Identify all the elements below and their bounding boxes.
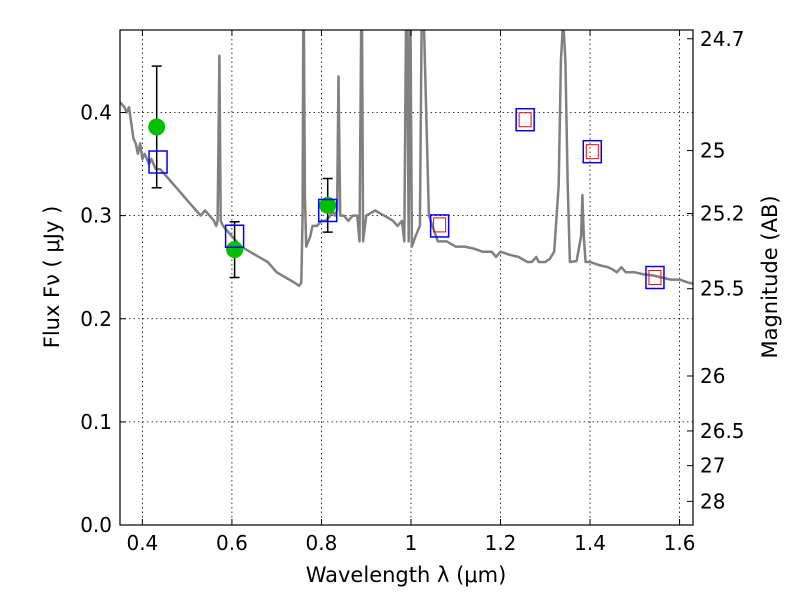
y-axis-title: Flux Fν ( μJy ) (40, 206, 64, 349)
y2-tick-label: 25.2 (700, 202, 745, 226)
y2-axis-title: Magnitude (AB) (758, 195, 782, 358)
y-tick-label: 0.3 (80, 204, 112, 228)
y2-tick-label: 26 (700, 364, 725, 388)
x-tick-label: 1.6 (664, 531, 696, 555)
y2-tick-label: 24.7 (700, 27, 745, 51)
y-tick-label: 0.2 (80, 307, 112, 331)
model-photometry-point (148, 150, 168, 174)
y2-tick-label: 25 (700, 139, 725, 163)
model-photometry-point (317, 198, 338, 223)
x-axis-title: Wavelength λ (μm) (306, 563, 507, 587)
y2-tick-label: 26.5 (700, 419, 745, 443)
observed-point (319, 196, 337, 214)
y2-tick-label: 27 (700, 454, 725, 478)
x-tick-label: 0.4 (126, 531, 158, 555)
plot-frame (119, 29, 694, 526)
upper-limit-point (585, 144, 599, 160)
x-tick-label: 0.8 (306, 531, 338, 555)
observed-point (226, 241, 244, 259)
x-tick-label: 1 (405, 531, 418, 555)
y-tick-label: 0.1 (80, 410, 112, 434)
x-tick-label: 1.2 (485, 531, 517, 555)
x-tick-label: 1.4 (574, 531, 606, 555)
y2-tick-label: 25.5 (700, 277, 745, 301)
tick-marks (120, 30, 693, 526)
model-photometry-point (645, 265, 665, 290)
tick-labels: 0.4 0.6 0.8 1 1.2 1.4 1.6 0.0 0.1 0.2 0.3 0.4 24.7 25… (80, 27, 744, 555)
model-photometry-point (429, 214, 450, 238)
y-tick-label: 0.4 (80, 101, 112, 125)
sed-model-line (120, 30, 693, 288)
upper-limit-point (648, 270, 662, 285)
upper-limit-point (518, 112, 532, 128)
x-tick-label: 0.6 (216, 531, 248, 555)
upper-limit-point (433, 217, 447, 233)
model-photometry-point (224, 224, 245, 248)
model-photometry-point (582, 139, 603, 164)
model-photometry-point (515, 107, 535, 132)
y-tick-label: 0.0 (80, 513, 112, 537)
data-layer (120, 30, 693, 290)
y2-tick-label: 28 (700, 489, 725, 513)
observed-point (148, 118, 166, 136)
